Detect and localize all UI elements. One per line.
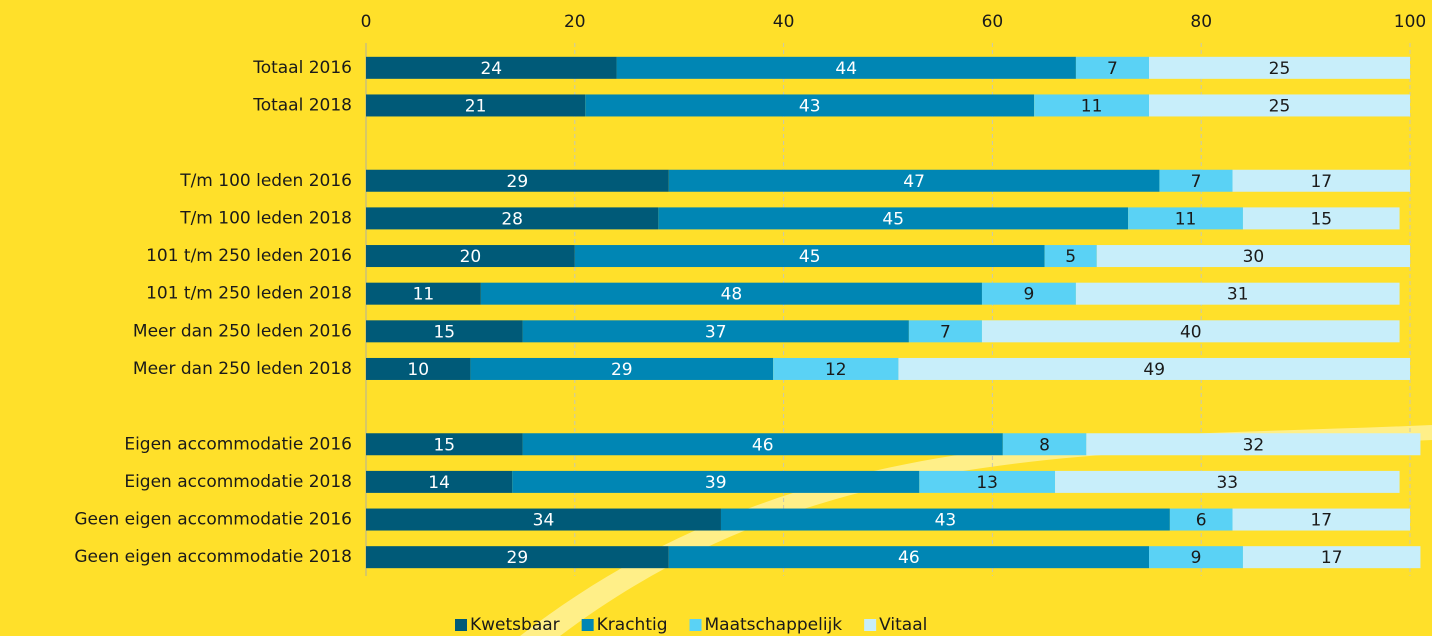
data-label: 37 [705,322,727,342]
data-label: 44 [835,59,857,79]
y-tick-label: Geen eigen accommodatie 2016 [74,510,352,530]
data-label: 31 [1227,285,1249,305]
data-label: 33 [1216,473,1238,493]
y-tick-label: T/m 100 leden 2018 [179,208,352,228]
data-label: 21 [465,96,487,116]
data-label: 7 [1191,172,1202,192]
x-tick-label: 100 [1394,12,1426,32]
x-tick-label: 80 [1190,12,1212,32]
x-tick-label: 40 [773,12,795,32]
y-tick-label: T/m 100 leden 2016 [179,171,352,191]
data-label: 39 [705,473,727,493]
data-label: 13 [976,473,998,493]
legend-swatch [582,619,594,631]
data-label: 9 [1024,285,1035,305]
legend-label: Kwetsbaar [470,615,560,635]
y-tick-label: Meer dan 250 leden 2016 [133,321,352,341]
data-label: 17 [1310,172,1332,192]
data-label: 6 [1196,511,1207,531]
data-label: 48 [721,285,743,305]
data-label: 45 [799,247,821,267]
data-label: 15 [1310,209,1332,229]
y-tick-label: Totaal 2018 [252,95,352,115]
data-label: 15 [433,435,455,455]
y-tick-label: Meer dan 250 leden 2018 [133,359,352,379]
data-label: 46 [752,435,774,455]
y-tick-label: Totaal 2016 [252,58,352,78]
data-label: 25 [1269,96,1291,116]
data-label: 43 [935,511,957,531]
data-label: 10 [407,360,429,380]
data-label: 28 [501,209,523,229]
data-label: 9 [1191,548,1202,568]
y-tick-label: Eigen accommodatie 2018 [124,472,352,492]
data-label: 40 [1180,322,1202,342]
data-label: 11 [1081,96,1103,116]
data-label: 17 [1321,548,1343,568]
legend-label: Vitaal [879,615,927,635]
data-label: 49 [1143,360,1165,380]
data-label: 11 [413,285,435,305]
data-label: 17 [1310,511,1332,531]
data-label: 12 [825,360,847,380]
data-label: 29 [507,548,529,568]
legend-swatch [455,619,467,631]
y-tick-label: Geen eigen accommodatie 2018 [74,547,352,567]
data-label: 7 [940,322,951,342]
y-tick-label: Eigen accommodatie 2016 [124,434,352,454]
legend-swatch [690,619,702,631]
data-label: 11 [1175,209,1197,229]
data-label: 29 [507,172,529,192]
legend-label: Krachtig [597,615,668,635]
data-label: 32 [1243,435,1265,455]
y-tick-label: 101 t/m 250 leden 2016 [146,246,352,266]
chart: 0 20 40 60 80 100 Totaal 2016 24 44 7 25 Totaal 201… [0,0,1432,636]
data-label: 46 [898,548,920,568]
data-label: 45 [882,209,904,229]
data-label: 20 [460,247,482,267]
data-label: 29 [611,360,633,380]
data-label: 43 [799,96,821,116]
data-label: 15 [433,322,455,342]
x-tick-label: 0 [361,12,372,32]
data-label: 47 [903,172,925,192]
data-label: 7 [1107,59,1118,79]
data-label: 34 [533,511,555,531]
data-label: 14 [428,473,450,493]
data-label: 24 [480,59,502,79]
x-tick-label: 20 [564,12,586,32]
legend-swatch [864,619,876,631]
y-tick-label: 101 t/m 250 leden 2018 [146,284,352,304]
data-label: 5 [1065,247,1076,267]
data-label: 30 [1243,247,1265,267]
legend-label: Maatschappelijk [705,615,843,635]
data-label: 8 [1039,435,1050,455]
x-tick-label: 60 [982,12,1004,32]
data-label: 25 [1269,59,1291,79]
